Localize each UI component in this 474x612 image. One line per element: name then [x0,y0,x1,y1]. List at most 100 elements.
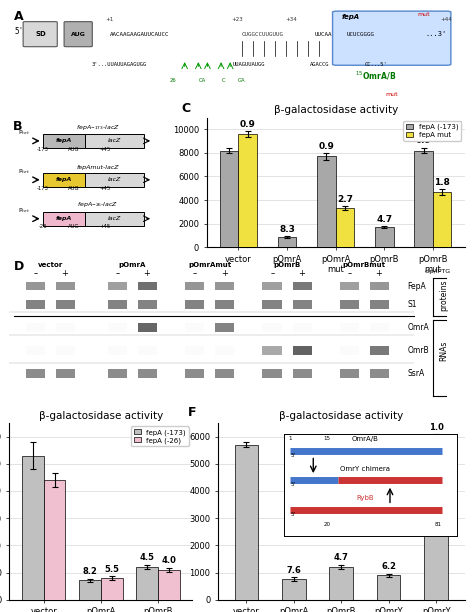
Bar [263,346,282,354]
Bar [370,346,389,354]
FancyBboxPatch shape [85,212,144,226]
Text: SsrA: SsrA [408,369,425,378]
Text: mut: mut [385,92,398,97]
Bar [26,369,45,378]
Text: fepA$_{-26}$-lacZ: fepA$_{-26}$-lacZ [77,200,118,209]
Bar [108,346,127,354]
Text: proteins: proteins [439,280,448,311]
Text: RNAs: RNAs [439,340,448,360]
Text: 0.9: 0.9 [416,136,432,146]
Bar [238,134,257,247]
Bar [185,300,204,308]
Text: +45: +45 [100,225,111,230]
Text: CA: CA [199,78,207,83]
Bar [108,282,127,290]
Bar [56,369,75,378]
Bar [138,323,157,332]
Text: vector: vector [38,263,63,268]
Bar [138,369,157,378]
Legend: fepA (-173), fepA (-26): fepA (-173), fepA (-26) [131,427,189,447]
Bar [185,323,204,332]
Text: AUG: AUG [68,225,80,230]
Text: lacZ: lacZ [108,177,121,182]
Text: 8.3: 8.3 [279,225,295,234]
Bar [108,369,127,378]
Text: +1: +1 [105,17,114,22]
FancyBboxPatch shape [64,21,92,47]
Bar [185,282,204,290]
Bar [414,151,433,247]
Text: F: F [188,406,197,419]
Text: pOmrBmut: pOmrBmut [343,263,386,268]
Bar [56,346,75,354]
Text: AGACCG: AGACCG [310,62,329,67]
Title: β-galactosidase activity: β-galactosidase activity [273,105,398,116]
Text: 1.8: 1.8 [434,177,450,187]
Text: +45: +45 [100,185,111,190]
Bar [370,300,389,308]
Text: P$_{tet}$: P$_{tet}$ [18,206,30,215]
Text: 1.0: 1.0 [428,423,444,431]
Bar [79,580,101,600]
Text: pOmrAmut: pOmrAmut [188,263,231,268]
FancyBboxPatch shape [43,173,85,187]
Text: 2.7: 2.7 [337,195,353,204]
Bar [370,369,389,378]
Bar [158,570,180,600]
Bar [370,323,389,332]
Text: 26: 26 [170,78,177,83]
Bar [138,300,157,308]
Bar [340,282,359,290]
Text: +: + [375,269,383,278]
Text: SD: SD [35,31,46,37]
Text: CUGGCCUUGUUG: CUGGCCUUGUUG [242,32,283,37]
Text: +23: +23 [231,17,243,22]
Bar [433,192,451,247]
Text: –: – [34,269,38,278]
Bar [138,346,157,354]
Title: β-galactosidase activity: β-galactosidase activity [279,411,403,420]
Text: –: – [116,269,120,278]
Bar [136,567,158,600]
Text: -173: -173 [36,147,48,152]
Bar [235,445,258,600]
Text: AUG: AUG [68,185,80,190]
FancyBboxPatch shape [43,134,85,148]
Text: +: + [144,269,150,278]
Text: UCUCGGGG: UCUCGGGG [346,32,374,37]
Text: lacZ: lacZ [108,138,121,143]
Text: 0.9: 0.9 [240,120,255,129]
Bar [108,300,127,308]
Text: ...3': ...3' [425,31,447,37]
Text: C: C [221,78,225,83]
Text: 4.7: 4.7 [334,553,349,562]
Bar [26,282,45,290]
Bar [263,369,282,378]
Text: 5.5: 5.5 [104,565,119,573]
Bar [215,282,234,290]
Bar [375,227,393,247]
Text: -26: -26 [38,225,47,230]
Text: dip/IPTG: dip/IPTG [425,269,451,274]
FancyBboxPatch shape [333,11,451,65]
Bar [424,439,448,600]
Text: OmrB: OmrB [408,346,429,355]
Text: 8.2: 8.2 [82,567,98,576]
Bar [317,157,336,247]
Text: 4.5: 4.5 [139,553,155,562]
Bar [108,323,127,332]
Bar [263,300,282,308]
Text: 0.9: 0.9 [319,142,334,151]
Bar [26,323,45,332]
Text: 6.2: 6.2 [381,562,396,571]
Text: +34: +34 [286,17,298,22]
Text: –: – [270,269,274,278]
Text: fepA: fepA [55,177,72,182]
Text: P$_{tet}$: P$_{tet}$ [18,167,30,176]
Text: fepA: fepA [342,14,360,20]
Text: lacZ: lacZ [108,216,121,221]
Bar [44,480,65,600]
Bar [282,579,306,600]
Bar [340,300,359,308]
Bar [56,282,75,290]
